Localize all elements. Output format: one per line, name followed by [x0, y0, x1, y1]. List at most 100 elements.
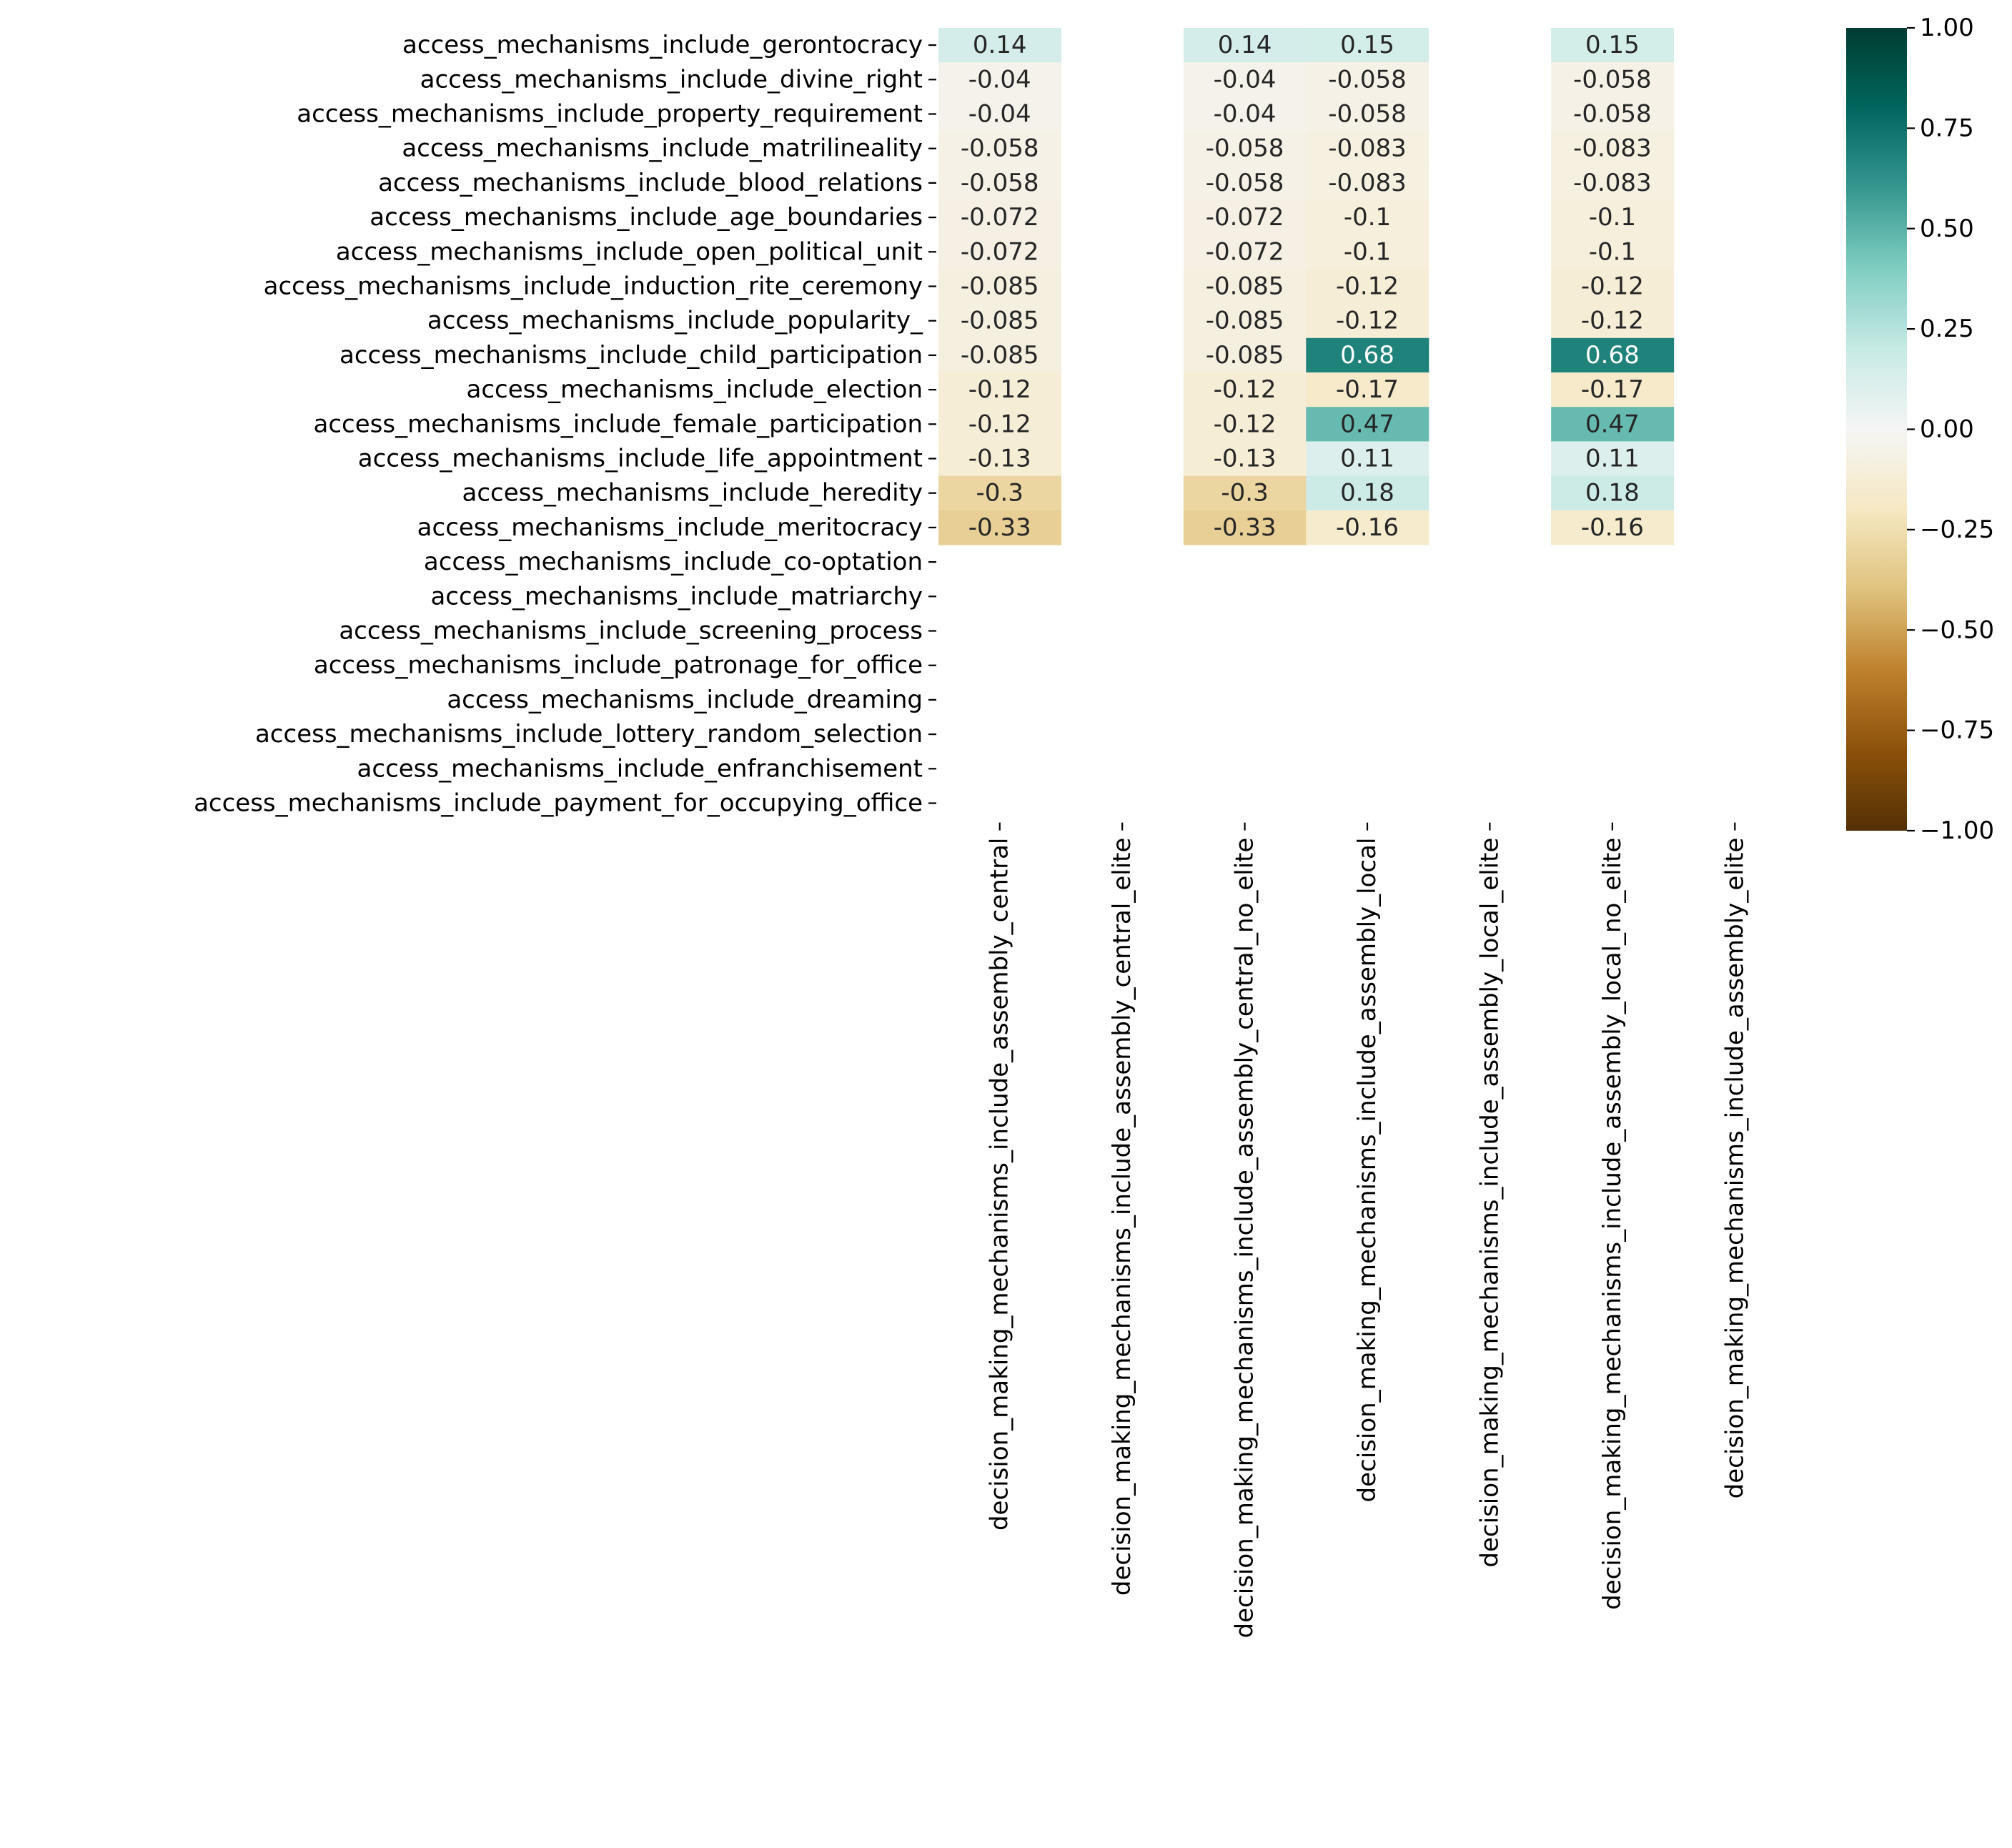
x-axis-ticks: decision_making_mechanisms_include_assem…: [986, 822, 1749, 1639]
cell-annotation: -0.12: [1336, 272, 1399, 301]
cell-annotation: -0.04: [968, 65, 1031, 94]
heatmap-cell: [938, 475, 1062, 511]
heatmap-cell: [1183, 303, 1307, 339]
heatmap-cell: [1183, 97, 1307, 132]
heatmap-cell: [1306, 97, 1429, 132]
y-tick-label: access_mechanisms_include_patronage_for_…: [314, 651, 923, 680]
cell-annotation: 0.11: [1585, 445, 1640, 473]
heatmap-cell: [1551, 510, 1675, 545]
x-tick-label: decision_making_mechanisms_include_assem…: [986, 838, 1014, 1531]
heatmap-cell: [1183, 28, 1307, 63]
y-tick-label: access_mechanisms_include_life_appointme…: [358, 445, 923, 473]
cell-annotation: -0.1: [1589, 203, 1636, 232]
colorbar-tick-label: 0.25: [1920, 315, 1974, 343]
y-tick-label: access_mechanisms_include_election: [466, 375, 923, 404]
x-tick-label: decision_making_mechanisms_include_assem…: [1598, 838, 1627, 1610]
y-tick-label: access_mechanisms_include_lottery_random…: [255, 720, 923, 748]
cell-annotation: -0.33: [968, 513, 1031, 542]
cell-annotation: -0.1: [1344, 237, 1391, 266]
x-tick-label: decision_making_mechanisms_include_assem…: [1475, 838, 1504, 1568]
heatmap-cell: [938, 97, 1062, 132]
cell-annotation: -0.12: [1214, 375, 1277, 404]
heatmap-cell: [1183, 234, 1307, 270]
cell-annotation: -0.12: [968, 410, 1031, 438]
heatmap-cell: [1551, 407, 1675, 442]
heatmap-cell: [1306, 165, 1429, 201]
heatmap-cell: [1183, 200, 1307, 235]
y-tick-label: access_mechanisms_include_payment_for_oc…: [194, 789, 923, 818]
heatmap-cell: [1551, 97, 1675, 132]
heatmap-cell: [938, 337, 1062, 373]
heatmap-cell: [1306, 28, 1429, 63]
y-tick-label: access_mechanisms_include_female_partici…: [314, 410, 923, 438]
y-tick-label: access_mechanisms_include_child_particip…: [340, 341, 923, 370]
x-tick-label: decision_making_mechanisms_include_assem…: [1108, 838, 1136, 1596]
colorbar-tick-label: −0.75: [1920, 716, 1994, 745]
heatmap-cell: [1183, 475, 1307, 511]
x-tick-label: decision_making_mechanisms_include_assem…: [1353, 838, 1382, 1503]
cell-annotation: -0.085: [961, 341, 1039, 370]
heatmap-cell: [1183, 510, 1307, 545]
y-tick-label: access_mechanisms_include_property_requi…: [297, 100, 923, 129]
heatmap-cell: [938, 510, 1062, 545]
cell-annotation: -0.085: [1206, 341, 1284, 370]
cell-annotation: -0.072: [961, 237, 1039, 266]
colorbar-tick-label: 1.00: [1920, 14, 1974, 42]
cell-annotation: -0.04: [1214, 65, 1277, 94]
cell-annotation: 0.14: [973, 31, 1027, 59]
y-tick-label: access_mechanisms_include_blood_relation…: [378, 169, 923, 197]
cell-annotation: -0.04: [968, 100, 1031, 129]
heatmap-cell: [1551, 200, 1675, 235]
heatmap-cell: [1551, 131, 1675, 167]
heatmap-cell: [1183, 165, 1307, 201]
heatmap-cell: [1551, 28, 1675, 63]
colorbar-tick-label: 0.00: [1920, 415, 1974, 444]
cell-annotation: 0.14: [1218, 31, 1272, 59]
cell-annotation: -0.3: [1221, 479, 1268, 508]
heatmap-cell: [938, 234, 1062, 270]
cell-annotation: -0.058: [1573, 100, 1652, 129]
heatmap-cell: [1183, 269, 1307, 305]
colorbar-tick-label: 0.75: [1920, 114, 1974, 142]
heatmap-cell: [1306, 269, 1429, 305]
cell-annotation: 0.68: [1340, 341, 1394, 370]
x-tick-label: decision_making_mechanisms_include_assem…: [1231, 838, 1259, 1639]
cell-annotation: -0.12: [1581, 307, 1644, 335]
y-tick-label: access_mechanisms_include_age_boundaries: [370, 203, 923, 232]
cell-annotation: -0.13: [968, 445, 1031, 473]
heatmap-cell: [938, 131, 1062, 167]
cell-annotation: -0.058: [1328, 65, 1407, 94]
heatmap-cell: [1306, 200, 1429, 235]
heatmap-cell: [1551, 441, 1675, 477]
heatmap-cell: [1306, 441, 1429, 477]
y-tick-label: access_mechanisms_include_matrilineality: [402, 134, 923, 163]
cell-annotation: 0.18: [1340, 479, 1394, 508]
cell-annotation: -0.085: [1206, 307, 1284, 335]
cell-annotation: -0.12: [1581, 272, 1644, 301]
cell-annotation: -0.058: [961, 134, 1039, 163]
cell-annotation: -0.083: [1573, 134, 1652, 163]
cell-annotations: 0.14 0.14 0.15 0.15 -0.04 -0.04 -0.058 -0.058 -0…: [961, 31, 1652, 542]
cell-annotation: -0.12: [1336, 307, 1399, 335]
heatmap-cell: [1306, 131, 1429, 167]
colorbar: 1.00 0.75 0.50 0.25 0.00 −0.25 −0.50 −0.75 −1.00: [1846, 14, 1994, 845]
heatmap-cell: [938, 269, 1062, 305]
cell-annotation: -0.072: [961, 203, 1039, 232]
heatmap-cell: [1551, 62, 1675, 97]
heatmap-cell: [938, 407, 1062, 442]
heatmap-cell: [1306, 510, 1429, 545]
heatmap-cell: [1551, 234, 1675, 270]
colorbar-tick-label: −1.00: [1920, 816, 1994, 845]
colorbar-gradient: [1846, 28, 1907, 831]
heatmap-cell: [1183, 407, 1307, 442]
cell-annotation: -0.058: [1328, 100, 1407, 129]
cell-annotation: 0.68: [1585, 341, 1640, 370]
heatmap-cell: [1551, 269, 1675, 305]
cell-annotation: -0.17: [1336, 375, 1399, 404]
y-tick-label: access_mechanisms_include_popularity_: [427, 307, 923, 335]
heatmap-cell: [1551, 475, 1675, 511]
heatmap-cell: [1551, 337, 1675, 373]
heatmap-cell: [1306, 337, 1429, 373]
y-tick-label: access_mechanisms_include_meritocracy: [417, 513, 923, 542]
